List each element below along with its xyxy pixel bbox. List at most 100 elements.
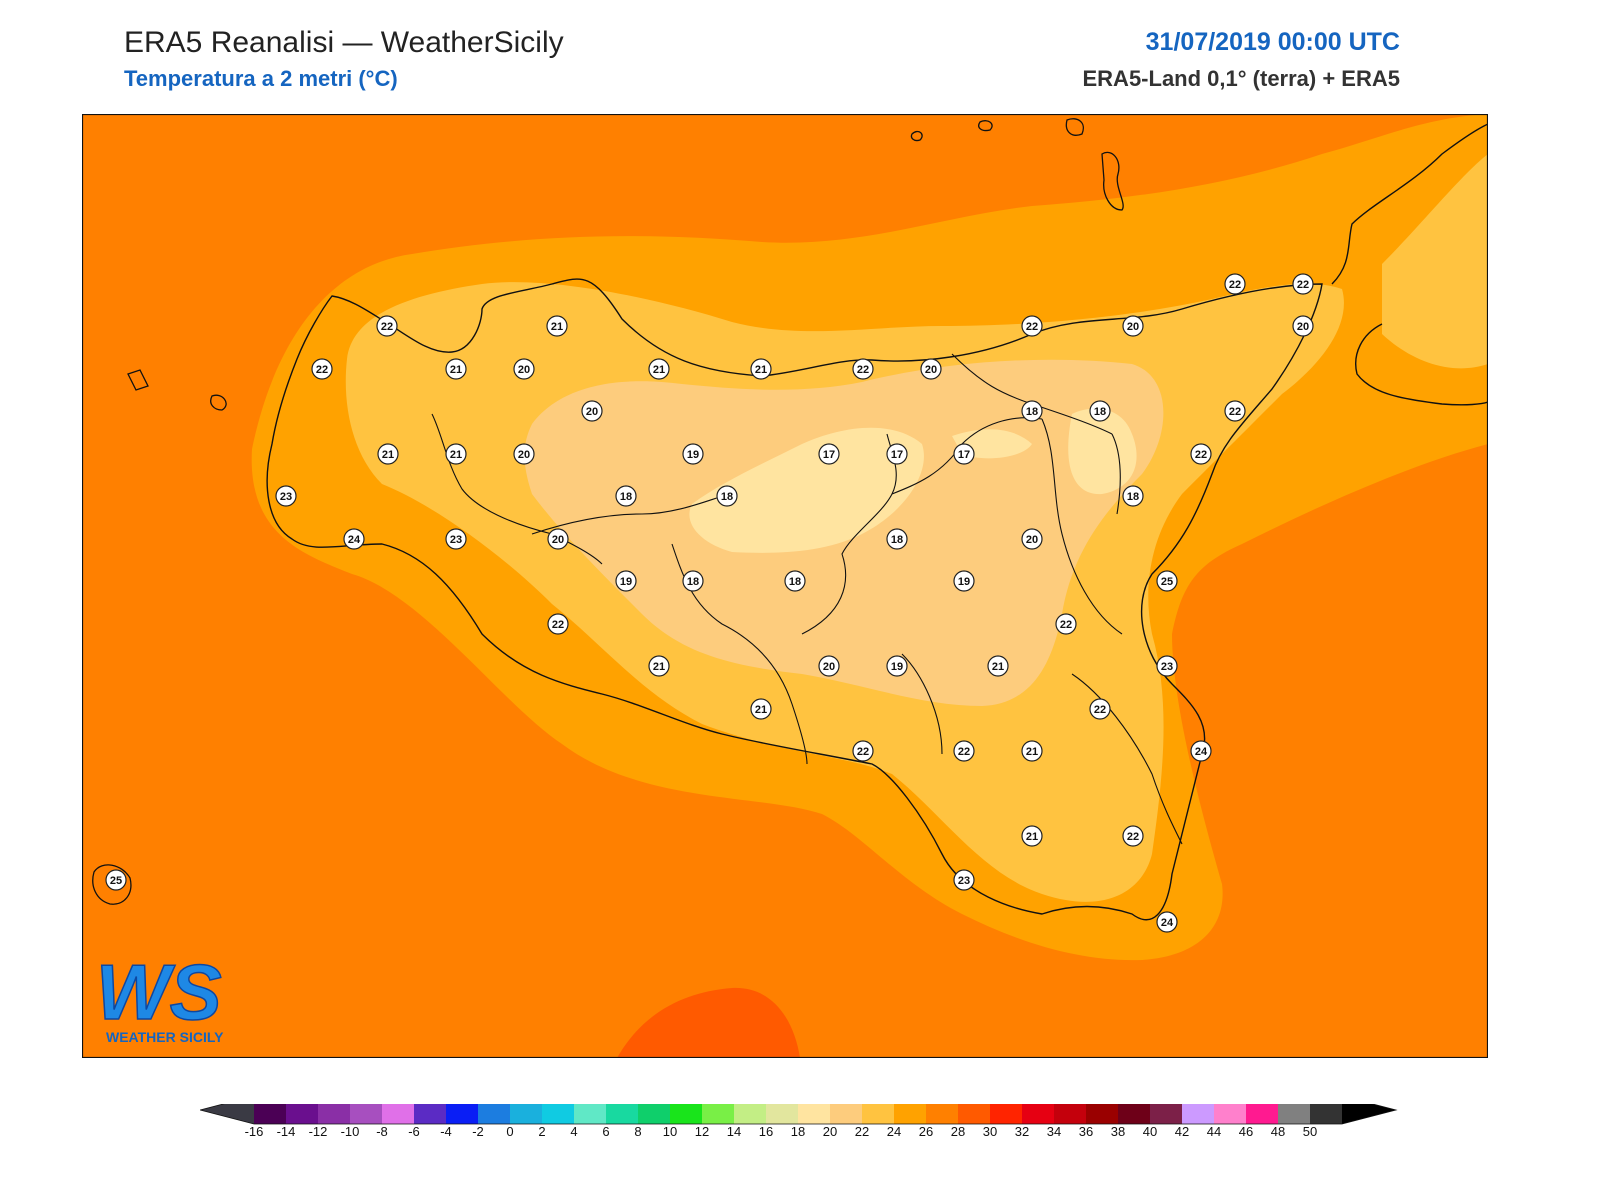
station-label: 17 xyxy=(886,443,908,465)
station-label-circle xyxy=(1021,315,1043,337)
colorbar-box xyxy=(286,1104,319,1124)
station-label-value: 22 xyxy=(1060,619,1072,631)
station-label-circle xyxy=(1021,740,1043,762)
colorbar-tick-label: -2 xyxy=(472,1124,484,1139)
station-label: 18 xyxy=(716,485,738,507)
station-label-value: 21 xyxy=(992,661,1004,673)
station-label-value: 20 xyxy=(518,449,530,461)
station-label: 22 xyxy=(953,740,975,762)
station-label-value: 20 xyxy=(1026,534,1038,546)
colorbar-box xyxy=(702,1104,735,1124)
station-label-circle xyxy=(1021,400,1043,422)
station-label: 19 xyxy=(953,570,975,592)
station-label-circle xyxy=(1089,400,1111,422)
station-label: 21 xyxy=(750,698,772,720)
station-label: 22 xyxy=(547,613,569,635)
weathersicily-logo: WS WEATHER SICILY xyxy=(95,947,224,1045)
station-label-value: 23 xyxy=(280,491,292,503)
colorbar-tick-label: -16 xyxy=(245,1124,264,1139)
colorbar-tick-label: 4 xyxy=(570,1124,577,1139)
station-label-value: 22 xyxy=(857,746,869,758)
station-label-circle xyxy=(1224,273,1246,295)
station-label-value: 25 xyxy=(1161,576,1173,588)
station-label-value: 21 xyxy=(1026,831,1038,843)
station-label: 21 xyxy=(648,358,670,380)
station-label: 22 xyxy=(376,315,398,337)
station-label-value: 23 xyxy=(1161,661,1173,673)
colorbar-tick-label: 2 xyxy=(538,1124,545,1139)
temp-band-calabria-22 xyxy=(1382,154,1488,369)
station-label: 18 xyxy=(682,570,704,592)
station-label: 22 xyxy=(1292,273,1314,295)
station-label-value: 20 xyxy=(1127,321,1139,333)
station-label-value: 20 xyxy=(518,364,530,376)
colorbar-box xyxy=(414,1104,447,1124)
colorbar-tick-label: 30 xyxy=(983,1124,997,1139)
station-label-circle xyxy=(311,358,333,380)
station-label-circle xyxy=(953,443,975,465)
colorbar-tick-label: 8 xyxy=(634,1124,641,1139)
colorbar-tick-label: 22 xyxy=(855,1124,869,1139)
colorbar-box xyxy=(670,1104,703,1124)
station-label-value: 22 xyxy=(1026,321,1038,333)
station-label-circle xyxy=(886,655,908,677)
egadi-islands xyxy=(127,369,227,411)
calabria-coastline xyxy=(1331,123,1488,406)
station-label-circle xyxy=(1190,740,1212,762)
station-label: 17 xyxy=(953,443,975,465)
station-label-value: 22 xyxy=(1297,279,1309,291)
colorbar-boxes xyxy=(200,1104,1398,1125)
colorbar-box xyxy=(1054,1104,1087,1124)
station-label-value: 21 xyxy=(653,661,665,673)
colorbar-box xyxy=(734,1104,767,1124)
colorbar-tick-label: 40 xyxy=(1143,1124,1157,1139)
colorbar-tick-label: -14 xyxy=(277,1124,296,1139)
colorbar-tick-label: 18 xyxy=(791,1124,805,1139)
station-label: 21 xyxy=(546,315,568,337)
colorbar-box xyxy=(798,1104,831,1124)
colorbar-frame xyxy=(200,1104,1398,1125)
station-label: 22 xyxy=(1224,400,1246,422)
colorbar-tick-label: 12 xyxy=(695,1124,709,1139)
station-label-circle xyxy=(513,358,535,380)
station-label-value: 21 xyxy=(653,364,665,376)
station-label-circle xyxy=(852,740,874,762)
colorbar-tick-label: 28 xyxy=(951,1124,965,1139)
station-label-value: 19 xyxy=(958,576,970,588)
station-label-value: 23 xyxy=(450,534,462,546)
logo-text: WEATHER SICILY xyxy=(106,1029,224,1045)
colorbar-box xyxy=(510,1104,543,1124)
station-label: 25 xyxy=(105,869,127,891)
station-label-value: 23 xyxy=(958,875,970,887)
station-label-circle xyxy=(1156,911,1178,933)
colorbar-box xyxy=(478,1104,511,1124)
station-label-value: 22 xyxy=(1195,449,1207,461)
station-label: 22 xyxy=(311,358,333,380)
station-label: 22 xyxy=(1224,273,1246,295)
station-label-circle xyxy=(886,528,908,550)
station-label-value: 20 xyxy=(925,364,937,376)
station-label-value: 21 xyxy=(450,449,462,461)
station-label: 22 xyxy=(1122,825,1144,847)
station-label-value: 18 xyxy=(891,534,903,546)
station-label-circle xyxy=(615,570,637,592)
station-label-circle xyxy=(987,655,1009,677)
station-label-circle xyxy=(716,485,738,507)
colorbar-box xyxy=(446,1104,479,1124)
colorbar-tick-label: -8 xyxy=(376,1124,388,1139)
station-label-circle xyxy=(445,528,467,550)
colorbar-tick-label: 46 xyxy=(1239,1124,1253,1139)
colorbar-tick-label: 44 xyxy=(1207,1124,1221,1139)
station-label-circle xyxy=(1122,315,1144,337)
station-label: 25 xyxy=(1156,570,1178,592)
station-label-value: 22 xyxy=(1127,831,1139,843)
map-subtitle: Temperatura a 2 metri (°C) xyxy=(124,66,398,91)
colorbar-box xyxy=(894,1104,927,1124)
station-label-value: 18 xyxy=(687,576,699,588)
temp-band-18-east xyxy=(1068,408,1137,495)
colorbar-box xyxy=(958,1104,991,1124)
station-label: 23 xyxy=(445,528,467,550)
station-label-circle xyxy=(1021,825,1043,847)
station-label: 18 xyxy=(615,485,637,507)
colorbar-tick-label: -10 xyxy=(341,1124,360,1139)
